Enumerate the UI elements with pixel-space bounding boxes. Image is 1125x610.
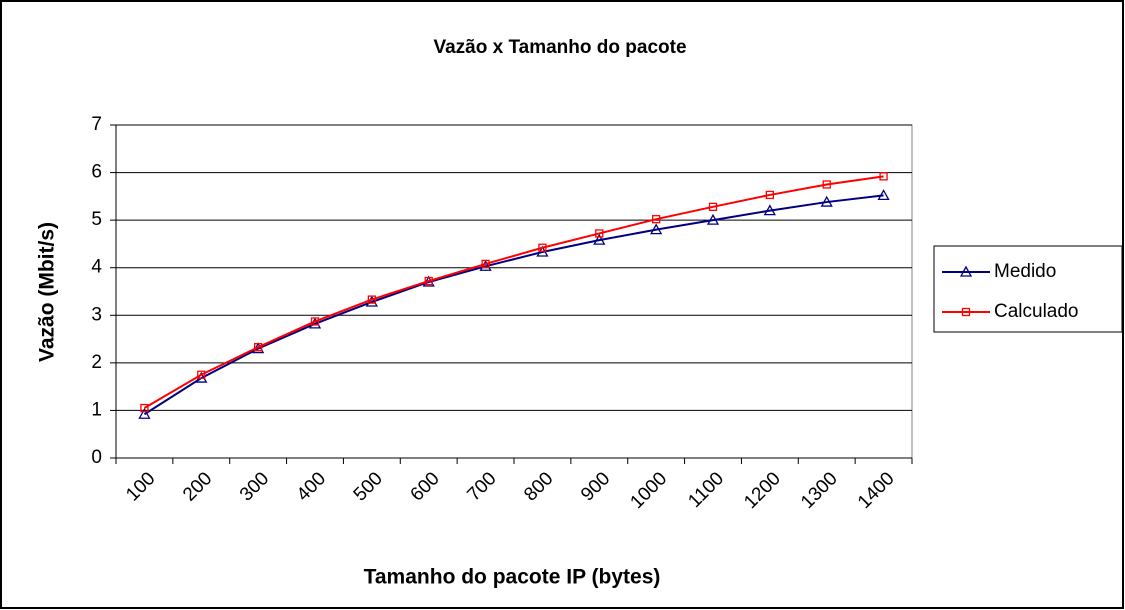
point (481, 259, 490, 269)
point (538, 243, 547, 252)
y-axis-label: Vazão (Mbit/s) (36, 222, 59, 362)
point (310, 317, 320, 326)
legend-label: Medido (994, 261, 1056, 282)
y-tick-label: 3 (91, 304, 102, 325)
point (253, 343, 263, 352)
x-axis-label: Tamanho do pacote IP (bytes) (364, 566, 661, 589)
legend-label: Calculado (994, 301, 1079, 322)
point (820, 195, 833, 207)
point (706, 213, 720, 225)
series-line (143, 194, 884, 416)
point (197, 370, 206, 379)
point (424, 276, 433, 286)
plot-area (115, 124, 913, 459)
point (763, 204, 776, 216)
y-tick-label: 7 (91, 114, 102, 135)
y-tick-label: 1 (91, 399, 102, 420)
point (140, 403, 149, 413)
point (479, 259, 492, 271)
point (650, 223, 663, 235)
point (765, 190, 775, 200)
point (651, 215, 661, 224)
point (367, 295, 377, 304)
point (593, 233, 606, 245)
point (138, 407, 151, 419)
legend-marker (961, 307, 971, 317)
y-tick-label: 6 (91, 162, 102, 183)
point (595, 229, 604, 238)
y-tick-label: 0 (91, 447, 102, 468)
point (879, 172, 888, 181)
point (195, 371, 208, 383)
point (822, 180, 831, 189)
y-tick-label: 2 (91, 352, 102, 373)
point (708, 202, 718, 211)
y-tick-label: 5 (91, 209, 102, 230)
point (877, 189, 890, 201)
chart-title: Vazão x Tamanho do pacote (433, 37, 686, 58)
legend (933, 245, 1123, 333)
y-tick-label: 4 (91, 257, 102, 278)
series-line (143, 175, 884, 409)
legend-marker (959, 265, 973, 277)
